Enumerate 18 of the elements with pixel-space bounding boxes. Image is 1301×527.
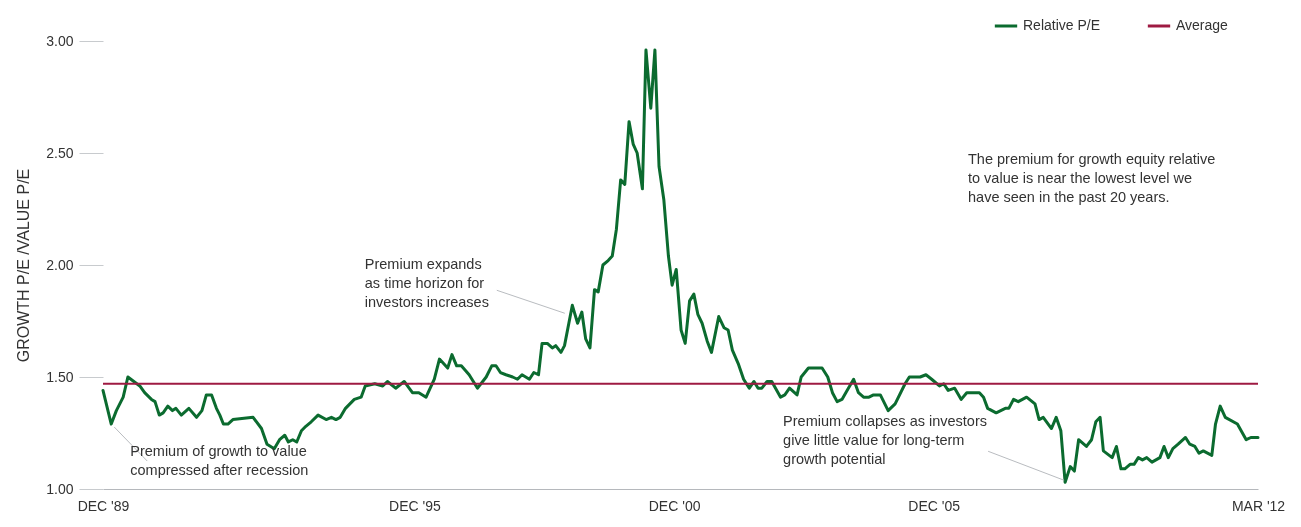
y-tick-label: 2.00 <box>46 256 74 273</box>
x-tick-label: DEC '89 <box>77 497 130 514</box>
y-axis-title: GROWTH P/E /VALUE P/E <box>15 168 33 363</box>
annotation: Premium collapses as investors give little value for long-term growth potential <box>783 413 988 468</box>
annotation: Premium of growth to value compressed after recession <box>130 443 309 479</box>
annotation: The premium for growth equity relative to value is near the lowest level we have seen in the past 20 years. <box>968 151 1216 205</box>
y-tick-label: 1.00 <box>46 480 74 497</box>
x-tick-label: MAR '12 <box>1231 497 1286 514</box>
legend-label: Average <box>1176 17 1229 33</box>
line-series <box>101 48 1260 484</box>
y-tick-label: 2.50 <box>46 144 74 161</box>
x-tick-label: DEC '00 <box>648 497 701 514</box>
x-tick-label: DEC '05 <box>908 497 961 514</box>
y-tick-label: 3.00 <box>46 32 74 49</box>
y-tick-label: 1.50 <box>46 368 74 385</box>
x-tick-label: DEC '95 <box>389 497 441 514</box>
legend-label: Relative P/E <box>1023 17 1101 33</box>
annotation: Premium expands as time horizon for investors increases <box>364 256 489 311</box>
